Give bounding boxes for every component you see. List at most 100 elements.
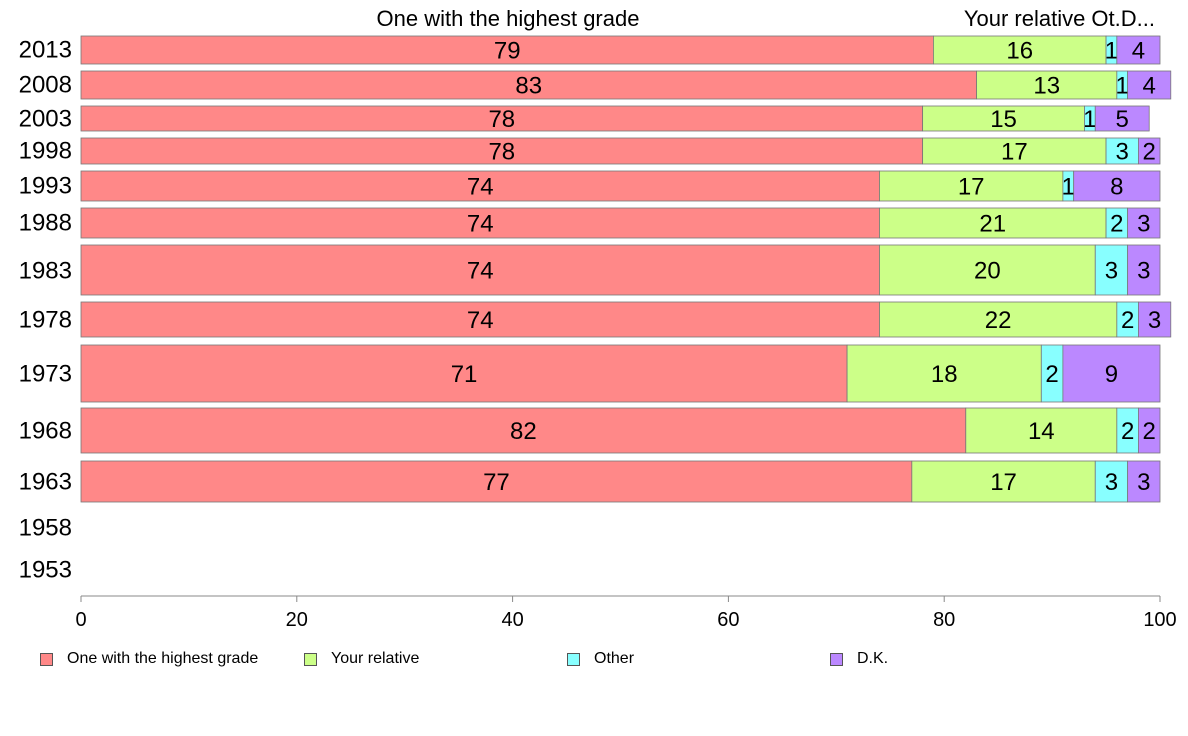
bar-segment-1973-one-with-the-highest-grade — [80, 344, 848, 403]
bars: 79 16 1 483 13 1 478 15 1 578 17 3 274 17 1 874 21 2 374 20… — [80, 35, 1172, 503]
x-tick-label-40: 40 — [501, 609, 523, 631]
legend-label: Other — [594, 650, 635, 667]
legend-label: Your relative — [331, 650, 420, 667]
data-label-1968-3: 2 — [1143, 418, 1156, 445]
category-label-1968: 1968 — [19, 418, 72, 445]
category-label-1958: 1958 — [19, 515, 72, 542]
header-label-relative-other-dk: Your relative Ot.D... — [964, 6, 1155, 31]
data-label-1998-0: 78 — [488, 139, 515, 166]
legend-item-one-with-the-highest-grade: One with the highest grade — [40, 650, 258, 668]
data-label-1973-1: 18 — [931, 361, 958, 388]
data-label-1993-1: 17 — [958, 174, 985, 201]
bar-segment-1993-your-relative — [879, 170, 1064, 202]
data-label-1988-2: 2 — [1110, 211, 1123, 238]
data-label-1998-3: 2 — [1143, 139, 1156, 166]
bar-segment-1993-d-k- — [1073, 170, 1161, 202]
data-label-2003-1: 15 — [990, 106, 1017, 133]
bar-segment-1963-d-k- — [1127, 460, 1161, 503]
data-label-1993-2: 1 — [1062, 174, 1075, 201]
bar-segment-2008-your-relative — [976, 70, 1118, 100]
legend: One with the highest grade Your relative O… — [0, 650, 1188, 672]
bar-segment-1963-other — [1094, 460, 1129, 503]
data-label-2003-2: 1 — [1083, 106, 1096, 133]
bar-segment-1963-your-relative — [911, 460, 1096, 503]
data-label-1963-3: 3 — [1137, 469, 1150, 496]
data-label-2013-3: 4 — [1132, 38, 1145, 65]
bar-segment-2008-d-k- — [1127, 70, 1172, 100]
data-label-1968-1: 14 — [1028, 418, 1055, 445]
data-label-1988-1: 21 — [979, 211, 1006, 238]
bar-segment-1983-your-relative — [879, 244, 1096, 296]
data-label-1963-1: 17 — [990, 469, 1017, 496]
data-label-1968-2: 2 — [1121, 418, 1134, 445]
legend-item-other: Other — [567, 650, 634, 668]
bar-segment-2013-d-k- — [1116, 35, 1161, 65]
legend-item-d-k-: D.K. — [830, 650, 888, 668]
category-label-1978: 1978 — [19, 307, 72, 334]
data-label-1983-1: 20 — [974, 258, 1001, 285]
data-label-2008-0: 83 — [515, 73, 542, 100]
data-label-2013-0: 79 — [494, 38, 521, 65]
bar-segment-1973-your-relative — [846, 344, 1042, 403]
bar-segment-1978-one-with-the-highest-grade — [80, 301, 880, 338]
bar-segment-1993-one-with-the-highest-grade — [80, 170, 880, 202]
data-label-1978-2: 2 — [1121, 307, 1134, 334]
bar-segment-1978-d-k- — [1138, 301, 1172, 338]
header-label-highest-grade: One with the highest grade — [377, 6, 640, 31]
data-label-1978-0: 74 — [467, 307, 494, 334]
data-label-2003-0: 78 — [488, 106, 515, 133]
category-label-1983: 1983 — [19, 258, 72, 285]
category-label-1973: 1973 — [19, 361, 72, 388]
legend-swatch — [40, 652, 53, 666]
category-label-1998: 1998 — [19, 138, 72, 165]
data-label-1978-3: 3 — [1148, 307, 1161, 334]
column-headers: One with the highest grade Your relative… — [377, 6, 1155, 31]
x-tick-label-80: 80 — [933, 609, 955, 631]
legend-label: D.K. — [857, 650, 889, 667]
data-label-1983-3: 3 — [1137, 258, 1150, 285]
bar-segment-2013-one-with-the-highest-grade — [80, 35, 934, 65]
legend-swatch — [304, 652, 317, 666]
data-label-2013-1: 16 — [1006, 38, 1033, 65]
bar-segment-2003-d-k- — [1094, 105, 1150, 132]
bar-segment-1988-your-relative — [879, 207, 1107, 239]
bar-segment-2003-your-relative — [922, 105, 1085, 132]
category-label-1993: 1993 — [19, 173, 72, 200]
category-label-1953: 1953 — [19, 557, 72, 584]
data-label-1993-3: 8 — [1110, 174, 1123, 201]
data-label-1978-1: 22 — [985, 307, 1012, 334]
category-label-2013: 2013 — [19, 37, 72, 64]
category-label-2008: 2008 — [19, 72, 72, 99]
legend-swatch — [567, 652, 580, 666]
legend-swatch — [830, 652, 843, 666]
bar-segment-1998-your-relative — [922, 137, 1107, 165]
data-label-1963-0: 77 — [483, 469, 510, 496]
data-label-1973-3: 9 — [1105, 361, 1118, 388]
x-tick-label-100: 100 — [1143, 609, 1176, 631]
x-tick-label-20: 20 — [286, 609, 308, 631]
data-label-2013-2: 1 — [1105, 38, 1118, 65]
data-label-1963-2: 3 — [1105, 469, 1118, 496]
data-label-1993-0: 74 — [467, 174, 494, 201]
bar-segment-1963-one-with-the-highest-grade — [80, 460, 913, 503]
legend-item-your-relative: Your relative — [304, 650, 419, 668]
data-label-2008-3: 4 — [1143, 73, 1156, 100]
data-label-1983-0: 74 — [467, 258, 494, 285]
data-label-1968-0: 82 — [510, 418, 537, 445]
bar-segment-1978-your-relative — [879, 301, 1118, 338]
bar-segment-1973-d-k- — [1062, 344, 1161, 403]
bar-segment-1983-one-with-the-highest-grade — [80, 244, 880, 296]
bar-segment-2003-one-with-the-highest-grade — [80, 105, 924, 132]
data-label-1973-2: 2 — [1045, 361, 1058, 388]
data-label-1973-0: 71 — [451, 361, 478, 388]
category-label-1963: 1963 — [19, 469, 72, 496]
data-label-1998-2: 3 — [1116, 139, 1129, 166]
bar-segment-1983-d-k- — [1127, 244, 1161, 296]
data-label-2008-1: 13 — [1033, 73, 1060, 100]
bar-segment-2013-your-relative — [933, 35, 1107, 65]
category-label-2003: 2003 — [19, 106, 72, 133]
legend-label: One with the highest grade — [67, 650, 259, 667]
category-labels: 2013 2008 2003 1998 1993 1988 1983 1978 1973 1968… — [19, 37, 72, 584]
data-label-2003-3: 5 — [1116, 106, 1129, 133]
